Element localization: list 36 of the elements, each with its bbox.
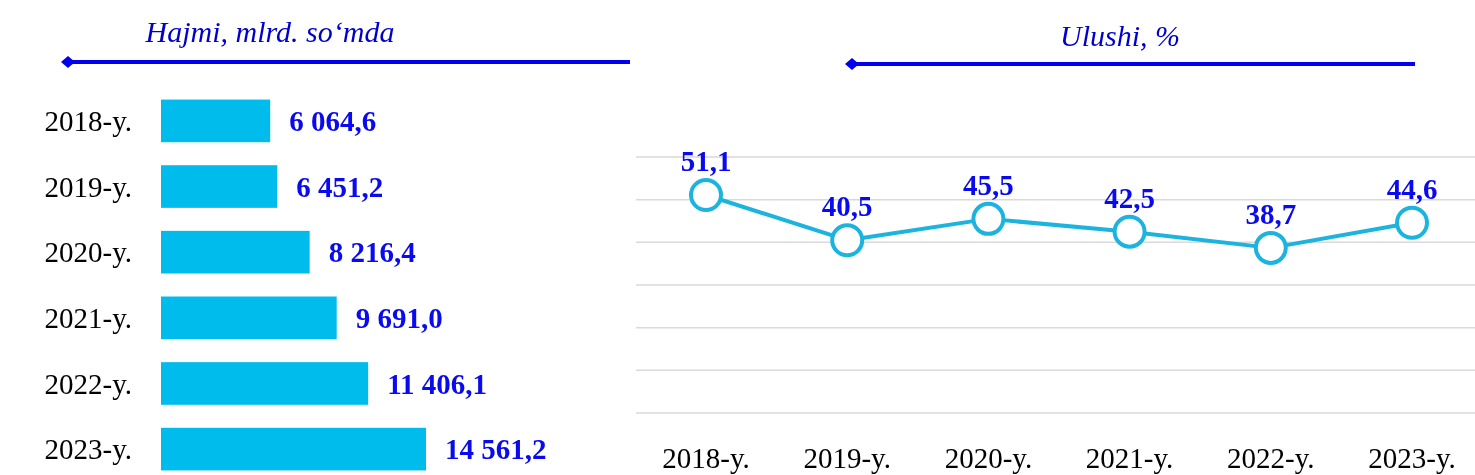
x-tick-label: 2021-y. <box>1085 442 1174 474</box>
data-label: 51,1 <box>680 144 732 177</box>
bar <box>159 294 339 342</box>
data-label: 42,5 <box>1104 181 1155 214</box>
bar <box>159 97 273 145</box>
bar <box>159 228 312 276</box>
bar <box>159 163 280 210</box>
point <box>689 177 723 212</box>
point <box>1395 205 1429 240</box>
data-label: 44,6 <box>1386 172 1438 205</box>
y-tick-label: 2022-y. <box>44 367 132 400</box>
x-tick-label: 2023-y. <box>1368 442 1456 474</box>
point <box>830 223 865 258</box>
data-label: 38,7 <box>1245 197 1297 230</box>
y-tick-label: 2019-y. <box>44 170 132 203</box>
x-tick-label: 2019-y. <box>803 442 891 474</box>
y-tick-label: 2021-y. <box>44 301 132 334</box>
x-tick-label: 2018-y. <box>662 442 750 474</box>
data-label: 45,5 <box>963 168 1014 201</box>
chart-title: Ulushi, % <box>1060 19 1180 52</box>
bar <box>159 360 371 407</box>
data-label: 40,5 <box>821 190 873 223</box>
x-tick-label: 2022-y. <box>1227 442 1315 474</box>
data-label: 6 064,6 <box>289 105 377 138</box>
x-tick-label: 2020-y. <box>944 442 1033 474</box>
data-label: 6 451,2 <box>296 170 384 203</box>
data-label: 9 691,0 <box>355 301 443 334</box>
y-tick-label: 2018-y. <box>44 105 132 138</box>
point <box>1253 230 1288 265</box>
chart-title: Hajmi, mlrd. so‘mda <box>144 15 395 48</box>
data-label: 14 561,2 <box>445 433 547 466</box>
data-label: 8 216,4 <box>328 236 416 269</box>
data-label: 11 406,1 <box>387 367 488 400</box>
y-tick-label: 2020-y. <box>44 236 132 269</box>
point <box>1112 214 1147 249</box>
point <box>971 201 1006 236</box>
